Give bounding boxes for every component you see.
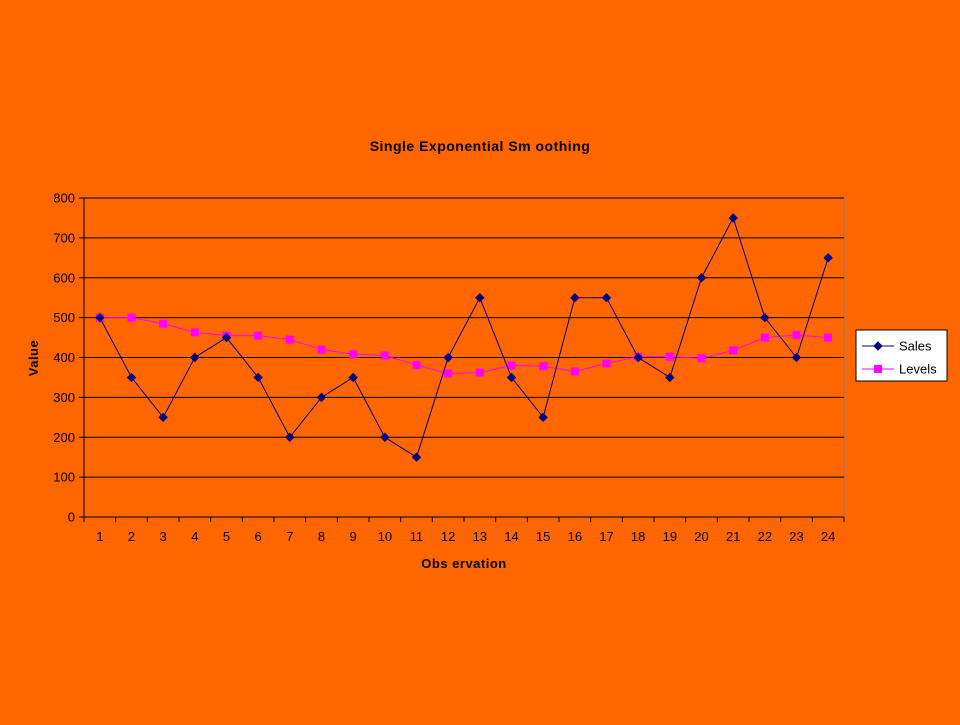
data-point-sales <box>696 273 707 283</box>
data-point-sales <box>443 352 453 363</box>
data-point-sales <box>158 412 168 423</box>
data-point-levels <box>539 362 548 371</box>
data-point-levels <box>824 333 833 342</box>
x-tick-label: 22 <box>758 529 772 544</box>
data-point-levels <box>570 367 579 376</box>
x-tick-label: 9 <box>350 529 357 544</box>
data-point-levels <box>159 319 168 328</box>
data-point-sales <box>95 312 105 323</box>
data-point-sales <box>190 352 200 363</box>
y-tick-label: 100 <box>53 470 75 485</box>
x-tick-label: 16 <box>568 529 582 544</box>
x-tick-label: 14 <box>504 529 518 544</box>
legend-label-levels: Levels <box>899 362 937 377</box>
y-tick-label: 200 <box>53 430 75 445</box>
legend-box <box>855 329 948 382</box>
legend: Sales Levels <box>855 329 948 382</box>
data-point-levels <box>380 351 389 360</box>
data-point-levels <box>475 368 484 377</box>
y-axis-title: Value <box>26 340 41 376</box>
data-point-levels <box>349 350 358 359</box>
y-tick-label: 800 <box>53 191 75 206</box>
series-line-levels <box>99 317 829 374</box>
x-tick-label: 23 <box>789 529 803 544</box>
data-point-sales <box>728 213 738 223</box>
x-axis-title: Obs ervation <box>421 556 506 571</box>
data-point-sales <box>253 372 263 383</box>
x-tick-label: 1 <box>96 529 103 544</box>
series-line-sales <box>99 216 829 458</box>
data-point-sales <box>601 292 612 303</box>
data-point-sales <box>126 372 137 383</box>
y-tick-label: 700 <box>53 230 75 245</box>
x-tick-label: 21 <box>726 529 740 544</box>
y-tick-label: 400 <box>53 350 75 365</box>
data-point-sales <box>760 312 770 323</box>
data-point-sales <box>791 352 802 363</box>
x-tick-label: 18 <box>631 529 645 544</box>
legend-marker-sales <box>873 341 883 351</box>
x-tick-label: 6 <box>255 529 262 544</box>
data-point-levels <box>254 331 263 340</box>
data-point-levels <box>412 361 421 370</box>
data-point-sales <box>316 392 327 403</box>
x-tick-label: 2 <box>128 529 135 544</box>
x-tick-label: 4 <box>191 529 198 544</box>
data-point-levels <box>127 313 136 322</box>
chart-title: Single Exponential Sm oothing <box>370 138 591 154</box>
data-point-sales <box>475 292 485 303</box>
data-point-sales <box>633 352 643 363</box>
data-point-sales <box>538 412 548 423</box>
x-tick-label: 13 <box>473 529 487 544</box>
y-tick-label: 600 <box>53 270 75 285</box>
y-tick-label: 0 <box>68 510 75 525</box>
x-tick-label: 12 <box>441 529 455 544</box>
x-tick-label: 17 <box>599 529 613 544</box>
data-point-levels <box>602 359 611 368</box>
data-point-sales <box>285 432 295 442</box>
data-point-levels <box>729 346 738 355</box>
data-point-levels <box>317 345 326 354</box>
x-tick-label: 10 <box>378 529 392 544</box>
data-point-sales <box>348 372 358 383</box>
x-tick-label: 5 <box>223 529 230 544</box>
data-point-levels <box>760 333 769 342</box>
data-point-levels <box>444 369 453 378</box>
data-point-levels <box>792 331 801 340</box>
y-tick-label: 500 <box>53 310 75 325</box>
data-point-levels <box>697 354 706 363</box>
y-tick-label: 300 <box>53 390 75 405</box>
data-point-sales <box>221 332 232 343</box>
data-point-sales <box>411 452 422 462</box>
data-point-sales <box>380 432 390 442</box>
x-tick-label: 7 <box>286 529 293 544</box>
legend-marker-levels <box>874 365 882 373</box>
data-point-levels <box>285 335 294 344</box>
data-point-sales <box>665 372 675 383</box>
data-point-sales <box>570 292 580 303</box>
data-point-sales <box>823 253 833 263</box>
x-tick-label: 8 <box>318 529 325 544</box>
data-point-levels <box>507 361 516 370</box>
legend-label-sales: Sales <box>899 339 932 354</box>
x-tick-label: 19 <box>663 529 677 544</box>
x-tick-label: 15 <box>536 529 550 544</box>
x-tick-label: 24 <box>821 529 835 544</box>
data-point-levels <box>190 328 199 337</box>
x-tick-label: 11 <box>410 529 424 544</box>
x-tick-label: 3 <box>160 529 167 544</box>
x-tick-label: 20 <box>694 529 708 544</box>
data-point-sales <box>506 372 517 383</box>
data-point-levels <box>665 352 674 361</box>
